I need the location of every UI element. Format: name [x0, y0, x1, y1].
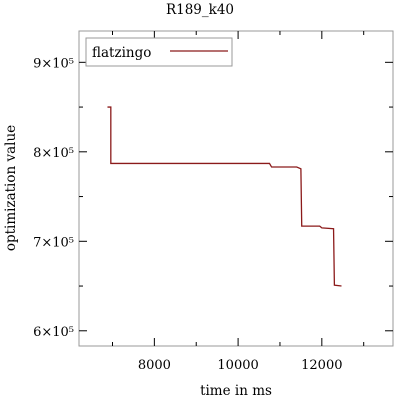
chart-title: R189_k40 [166, 2, 234, 18]
y-tick-label: 9×10⁵ [33, 56, 74, 71]
x-axis-label: time in ms [200, 383, 272, 399]
y-tick-label: 7×10⁵ [33, 235, 74, 250]
y-tick-label: 8×10⁵ [33, 146, 74, 161]
series-line-flatzingo [107, 106, 342, 287]
plot-frame [78, 30, 394, 347]
legend: flatzingo [85, 37, 233, 67]
axis-ticks [79, 31, 393, 346]
x-tick-label: 12000 [301, 358, 342, 373]
series-group [107, 106, 342, 287]
tick-labels: 8000 10000 12000 6×10⁵ 7×10⁵ 8×10⁵ 9×10⁵ [33, 56, 342, 373]
y-tick-label: 6×10⁵ [33, 325, 74, 340]
legend-label-flatzingo: flatzingo [92, 45, 151, 61]
x-tick-label: 8000 [138, 358, 171, 373]
legend-box [85, 37, 233, 67]
x-tick-label: 10000 [217, 358, 258, 373]
y-axis-label: optimization value [3, 125, 19, 251]
